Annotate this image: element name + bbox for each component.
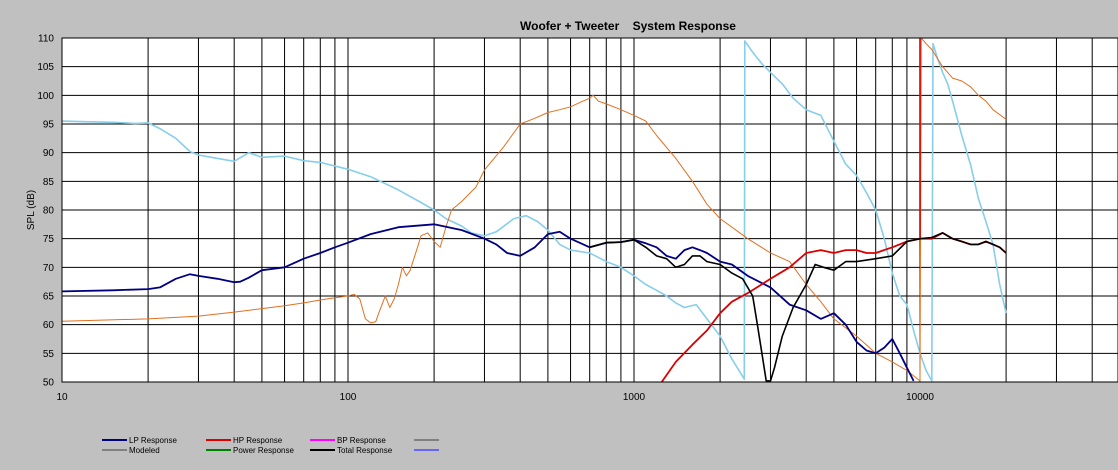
legend-label: HP Response bbox=[233, 436, 283, 445]
legend: LP Response HP Response BP Response Modeled… bbox=[102, 436, 439, 455]
x-tick-label: 10 bbox=[56, 392, 68, 403]
y-tick-label: 90 bbox=[43, 148, 55, 159]
y-tick-label: 50 bbox=[43, 378, 55, 389]
y-tick-label: 105 bbox=[37, 62, 54, 73]
y-tick-label: 100 bbox=[37, 91, 54, 102]
series-line-1 bbox=[61, 37, 1007, 382]
y-axis-label: SPL (dB) bbox=[26, 190, 37, 230]
series-line-5 bbox=[589, 232, 1007, 382]
ticks: 50 55 60 65 70 75 80 85 90 95 100 105 110 10 100 1000 10… bbox=[37, 34, 934, 404]
series-line-2 bbox=[61, 223, 915, 382]
y-tick-label: 65 bbox=[43, 292, 55, 303]
legend-label: LP Response bbox=[129, 436, 177, 445]
legend-label: Total Response bbox=[337, 446, 393, 455]
grid bbox=[62, 37, 1118, 383]
chart-title: Woofer + Tweeter System Response bbox=[520, 19, 736, 33]
y-tick-label: 110 bbox=[38, 34, 54, 45]
legend-label: Modeled bbox=[129, 446, 160, 455]
legend-label: BP Response bbox=[337, 436, 386, 445]
y-tick-label: 80 bbox=[43, 206, 55, 217]
y-tick-label: 55 bbox=[43, 349, 55, 360]
y-tick-label: 85 bbox=[43, 177, 55, 188]
y-tick-label: 60 bbox=[43, 320, 55, 331]
x-tick-label: 1000 bbox=[623, 392, 646, 403]
x-tick-label: 100 bbox=[340, 392, 357, 403]
y-tick-label: 70 bbox=[43, 263, 55, 274]
y-tick-label: 95 bbox=[43, 120, 55, 131]
series-line-0 bbox=[61, 40, 1007, 382]
x-tick-label: 10000 bbox=[906, 392, 934, 403]
series-layer bbox=[61, 37, 1007, 383]
y-tick-label: 75 bbox=[43, 234, 55, 245]
legend-label: Power Response bbox=[233, 446, 294, 455]
plot-border bbox=[61, 37, 1118, 383]
